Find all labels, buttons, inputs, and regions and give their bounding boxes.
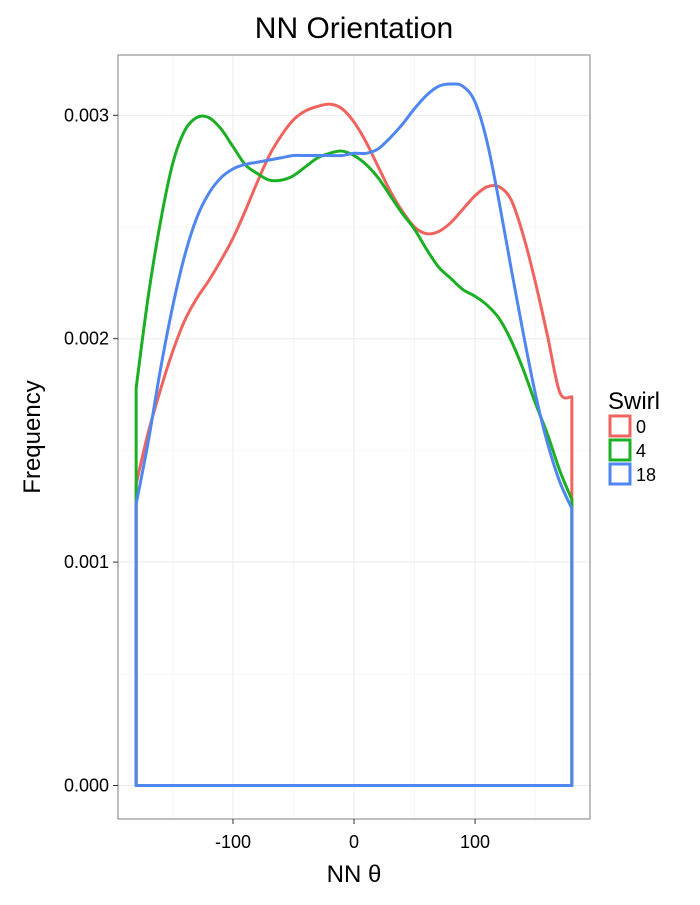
legend-key-0 bbox=[608, 414, 632, 438]
series-line-18 bbox=[134, 82, 574, 787]
y-tick-label: 0.002 bbox=[64, 329, 109, 349]
y-axis-title: Frequency bbox=[19, 380, 46, 493]
x-tick-label: 100 bbox=[460, 832, 490, 852]
legend: Swirl 0 4 18 bbox=[608, 388, 660, 486]
x-tick-label: -100 bbox=[215, 832, 251, 852]
legend-label-18: 18 bbox=[636, 465, 656, 485]
legend-title: Swirl bbox=[608, 388, 660, 415]
legend-label-4: 4 bbox=[636, 441, 646, 461]
legend-label-0: 0 bbox=[636, 417, 646, 437]
y-tick-label: 0.001 bbox=[64, 552, 109, 572]
gridlines bbox=[118, 55, 590, 819]
legend-key-18 bbox=[608, 462, 632, 486]
x-axis: -100 0 100 bbox=[215, 819, 490, 852]
legend-key-4 bbox=[608, 438, 632, 462]
series-line-0 bbox=[134, 102, 574, 787]
series-line-4 bbox=[134, 114, 574, 787]
series-lines bbox=[134, 82, 574, 787]
y-tick-label: 0.003 bbox=[64, 105, 109, 125]
x-tick-label: 0 bbox=[349, 832, 359, 852]
y-tick-label: 0.000 bbox=[64, 775, 109, 795]
x-axis-title: NN θ bbox=[327, 861, 382, 888]
chart-title: NN Orientation bbox=[255, 12, 453, 45]
y-axis: 0.000 0.001 0.002 0.003 bbox=[64, 105, 118, 795]
